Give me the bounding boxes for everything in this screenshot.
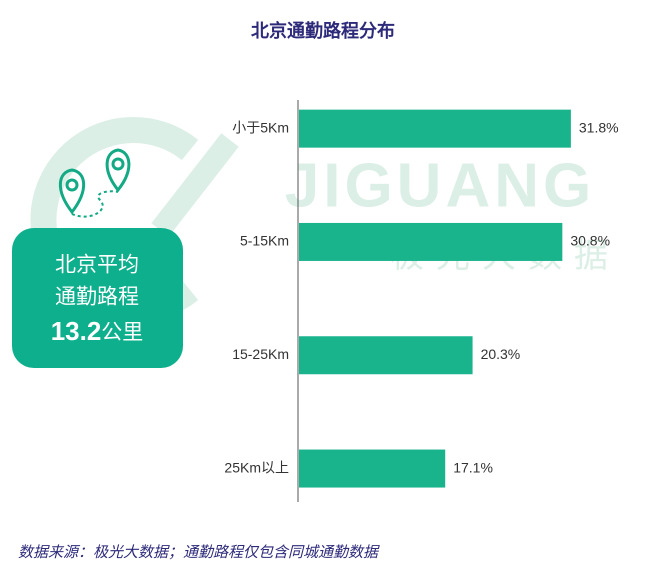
data-label: 20.3%	[481, 346, 521, 362]
callout-line: 北京平均	[55, 254, 139, 277]
bar	[299, 222, 563, 261]
watermark-text: JIGUANG	[285, 151, 595, 220]
data-label: 17.1%	[453, 459, 493, 475]
callout-unit: 公里	[101, 321, 143, 344]
chart-title: 北京通勤路程分布	[251, 20, 395, 41]
y-tick-label: 小于5Km	[232, 119, 289, 135]
bar	[299, 109, 571, 148]
callout-line: 通勤路程	[55, 286, 139, 309]
bar	[299, 336, 473, 375]
callout-value-line: 13.2公里	[51, 316, 144, 346]
callout-value: 13.2	[51, 316, 102, 346]
bar	[299, 449, 446, 488]
data-label: 31.8%	[579, 119, 619, 135]
source-note: 数据来源：极光大数据；通勤路程仅包含同城通勤数据	[18, 544, 380, 561]
pin-icon	[58, 148, 131, 218]
y-tick-label: 5-15Km	[240, 233, 289, 249]
callout-box	[12, 228, 183, 368]
y-tick-label: 25Km以上	[224, 459, 289, 475]
data-label: 30.8%	[570, 233, 610, 249]
y-tick-label: 15-25Km	[232, 346, 289, 362]
